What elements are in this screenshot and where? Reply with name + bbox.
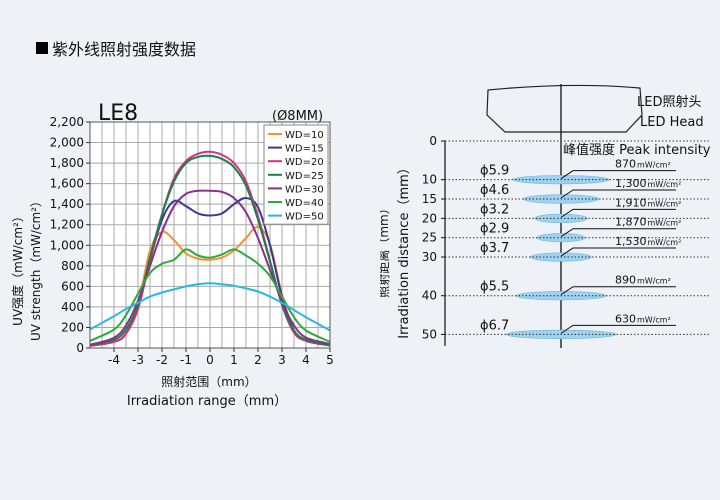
chart-title: LE8 — [98, 101, 138, 126]
spot-diameter-label: ϕ2.9 — [480, 222, 509, 237]
x-tick-label: -2 — [156, 353, 168, 367]
x-tick-label: 1 — [230, 353, 238, 367]
legend-label: WD=25 — [285, 171, 324, 182]
x-axis-label-cn: 照射范围（mm） — [161, 374, 256, 389]
distance-tick-label: 50 — [422, 327, 437, 341]
spot-diameter-label: ϕ5.5 — [480, 280, 509, 295]
legend-label: WD=10 — [285, 130, 324, 141]
y-tick-label: 1,800 — [50, 156, 84, 170]
spot-diameter-label: ϕ6.7 — [480, 318, 509, 333]
intensity-leader-line — [560, 247, 676, 257]
led-head-shape — [486, 84, 643, 133]
y-tick-label: 600 — [61, 279, 84, 293]
uv-intensity-line-chart: 0 200 400 600 800 1,000 1,200 1,400 1,600 1,800 2,… — [10, 101, 334, 409]
peak-intensity-value: 890 — [615, 274, 636, 287]
peak-intensity-unit: mW/cm² — [648, 199, 682, 208]
peak-intensity-unit: mW/cm² — [637, 315, 671, 324]
title-square-icon — [36, 42, 48, 54]
x-tick-label: -4 — [108, 353, 120, 367]
intensity-leader-line — [560, 228, 676, 238]
y-tick-label: 0 — [76, 341, 84, 355]
distance-axis-label-cn: 照射距离（mm） — [380, 202, 391, 297]
legend-label: WD=40 — [285, 198, 324, 209]
x-tick-label: 5 — [326, 353, 334, 367]
distance-tick-label: 0 — [429, 134, 437, 148]
y-tick-label: 2,000 — [50, 136, 84, 150]
page-title-text: 紫外线照射强度数据 — [52, 40, 197, 59]
peak-intensity-unit: mW/cm² — [648, 219, 682, 228]
y-tick-label: 1,400 — [50, 197, 84, 211]
y-tick-label: 1,200 — [50, 218, 84, 232]
spot-diameter-label: ϕ3.7 — [480, 241, 509, 256]
legend-label: WD=30 — [285, 184, 324, 195]
x-tick-label: -3 — [132, 353, 144, 367]
y-tick-label: 800 — [61, 259, 84, 273]
x-tick-label: 0 — [206, 353, 214, 367]
y-tick-label: 2,200 — [50, 115, 84, 129]
peak-intensity-value: 1,300 — [615, 177, 647, 190]
intensity-leader-line — [560, 324, 676, 334]
y-tick-label: 200 — [61, 320, 84, 334]
legend-label: WD=15 — [285, 144, 324, 155]
intensity-leader-line — [560, 170, 676, 180]
peak-intensity-value: 1,910 — [615, 196, 647, 209]
peak-intensity-unit: mW/cm² — [648, 238, 682, 247]
x-tick-label: 3 — [278, 353, 286, 367]
distance-tick-label: 40 — [422, 289, 437, 303]
spot-diameter-label: ϕ4.6 — [480, 183, 509, 198]
peak-intensity-label: 峰值强度 Peak intensity — [563, 142, 711, 158]
peak-intensity-unit: mW/cm² — [648, 180, 682, 189]
series-line-wd-40 — [89, 248, 331, 343]
peak-intensity-value: 630 — [615, 312, 636, 325]
distance-tick-label: 15 — [422, 192, 437, 206]
distance-tick-label: 30 — [422, 250, 437, 264]
x-tick-label: 2 — [254, 353, 262, 367]
x-axis-label-en: Irradiation range（mm） — [127, 394, 287, 409]
y-tick-label: 1,000 — [50, 238, 84, 252]
x-tick-label: 4 — [302, 353, 310, 367]
peak-intensity-value: 1,870 — [615, 216, 647, 229]
peak-intensity-value: 870 — [615, 158, 636, 171]
intensity-leader-line — [560, 286, 676, 296]
y-tick-label: 400 — [61, 300, 84, 314]
distance-tick-label: 20 — [422, 211, 437, 225]
legend-label: WD=50 — [285, 212, 324, 223]
intensity-leader-line — [560, 189, 676, 199]
irradiation-distance-diagram: LED照射头 LED Head 峰值强度 Peak intensity 照射距离… — [380, 84, 711, 348]
spot-diameter-label: ϕ5.9 — [480, 164, 509, 179]
y-axis-label-en: UV strength（mW/cm²） — [29, 195, 43, 341]
peak-intensity-unit: mW/cm² — [637, 161, 671, 170]
y-axis-label-cn: UV强度（mW/cm²） — [10, 210, 25, 326]
page-title: 紫外线照射强度数据 — [36, 36, 196, 60]
peak-intensity-value: 1,530 — [615, 235, 647, 248]
x-tick-label: -1 — [180, 353, 192, 367]
distance-axis-label-en: Irradiation distance（mm） — [397, 161, 412, 339]
peak-intensity-unit: mW/cm² — [637, 277, 671, 286]
series-line-wd-50 — [89, 282, 331, 332]
legend-label: WD=20 — [285, 157, 324, 168]
intensity-leader-line — [560, 208, 676, 218]
distance-tick-label: 10 — [422, 173, 437, 187]
chart-subtitle: (Ø8MM) — [272, 109, 323, 124]
spot-diameter-label: ϕ3.2 — [480, 202, 509, 217]
led-head-label-cn: LED照射头 — [637, 94, 701, 110]
distance-tick-label: 25 — [422, 231, 437, 245]
led-head-label-en: LED Head — [640, 115, 704, 130]
y-tick-label: 1,600 — [50, 177, 84, 191]
